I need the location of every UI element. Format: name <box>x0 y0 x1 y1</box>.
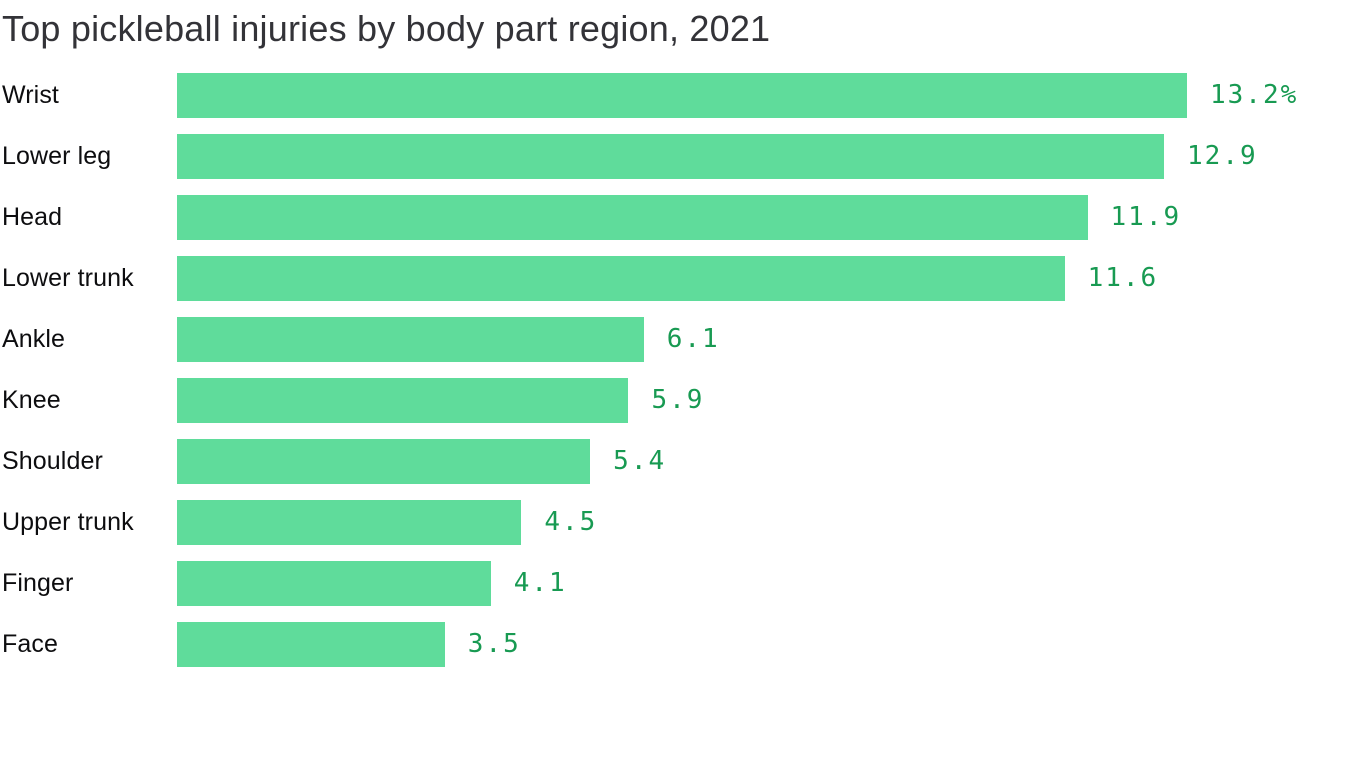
bar <box>177 438 591 484</box>
bar <box>177 133 1165 179</box>
value-label: 11.6 <box>1087 263 1159 294</box>
bar-track: 12.9 <box>177 133 1366 179</box>
bar-track: 4.1 <box>177 560 1366 606</box>
chart-row: Upper trunk 4.5 <box>2 499 1366 545</box>
chart-row: Face 3.5 <box>2 621 1366 667</box>
category-label: Upper trunk <box>2 507 134 536</box>
category-label: Head <box>2 202 63 231</box>
category-label: Lower leg <box>2 141 112 170</box>
category-label: Finger <box>2 568 74 597</box>
chart-row: Wrist 13.2% <box>2 72 1366 118</box>
bar <box>177 377 629 423</box>
value-label: 12.9 <box>1187 141 1258 172</box>
bar <box>177 255 1065 301</box>
chart-row: Lower trunk 11.6 <box>2 255 1366 301</box>
value-label: 13.2% <box>1210 80 1299 111</box>
category-label: Shoulder <box>2 446 103 475</box>
bar-track: 13.2% <box>177 72 1366 118</box>
bar <box>177 621 445 667</box>
bar-track: 11.9 <box>177 194 1366 240</box>
bar-track: 5.4 <box>177 438 1366 484</box>
value-label: 4.1 <box>513 568 567 599</box>
category-label: Face <box>2 629 58 658</box>
value-label: 11.9 <box>1110 202 1182 233</box>
bar-chart: Wrist 13.2% Lower leg 12.9 Head 11.9 Lower tru… <box>2 72 1366 667</box>
value-label: 4.5 <box>544 507 598 538</box>
bar <box>177 316 644 362</box>
bar-track: 4.5 <box>177 499 1366 545</box>
chart-row: Lower leg 12.9 <box>2 133 1366 179</box>
bar <box>177 72 1187 118</box>
chart-row: Shoulder 5.4 <box>2 438 1366 484</box>
chart-row: Ankle 6.1 <box>2 316 1366 362</box>
bar <box>177 499 522 545</box>
value-label: 5.9 <box>651 385 705 416</box>
value-label: 3.5 <box>467 629 521 660</box>
category-label: Ankle <box>2 324 66 353</box>
chart-title: Top pickleball injuries by body part reg… <box>2 8 771 49</box>
bar-track: 11.6 <box>177 255 1366 301</box>
chart-row: Knee 5.9 <box>2 377 1366 423</box>
chart-row: Finger 4.1 <box>2 560 1366 606</box>
bar <box>177 194 1088 240</box>
value-label: 6.1 <box>666 324 720 355</box>
category-label: Lower trunk <box>2 263 134 292</box>
bar-track: 6.1 <box>177 316 1366 362</box>
bar-track: 5.9 <box>177 377 1366 423</box>
bar-track: 3.5 <box>177 621 1366 667</box>
bar <box>177 560 491 606</box>
value-label: 5.4 <box>613 446 667 477</box>
category-label: Wrist <box>2 80 59 109</box>
category-label: Knee <box>2 385 61 414</box>
chart-row: Head 11.9 <box>2 194 1366 240</box>
